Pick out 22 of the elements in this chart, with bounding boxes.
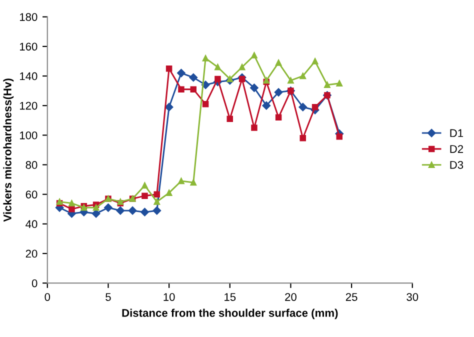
y-tick-label: 120 xyxy=(20,102,38,110)
y-tick-label: 180 xyxy=(20,13,38,21)
x-tick-label: 25 xyxy=(346,293,358,301)
x-tick-label: 15 xyxy=(224,293,236,301)
x-tick-label: 5 xyxy=(106,293,111,301)
y-tick-label: 20 xyxy=(26,250,38,258)
y-tick-label: 80 xyxy=(26,161,38,169)
legend-label: D3 xyxy=(450,160,464,169)
y-tick-label: 160 xyxy=(20,42,38,51)
y-tick-label: 60 xyxy=(26,190,38,198)
y-axis-title: Vickers microhardness(Hv) xyxy=(3,78,14,222)
y-tick-label: 0 xyxy=(32,279,38,288)
y-tick-label: 40 xyxy=(26,220,38,228)
x-tick-label: 30 xyxy=(406,293,418,301)
y-tick-label: 140 xyxy=(20,72,38,80)
y-tick-label: 100 xyxy=(20,131,38,140)
x-tick-label: 0 xyxy=(44,293,50,301)
x-tick-label: 20 xyxy=(285,293,296,301)
legend-label: D1 xyxy=(450,129,464,137)
legend-label: D2 xyxy=(450,145,464,153)
x-tick-label: 10 xyxy=(164,293,175,301)
x-axis-title: Distance from the shoulder surface (mm) xyxy=(122,308,338,320)
